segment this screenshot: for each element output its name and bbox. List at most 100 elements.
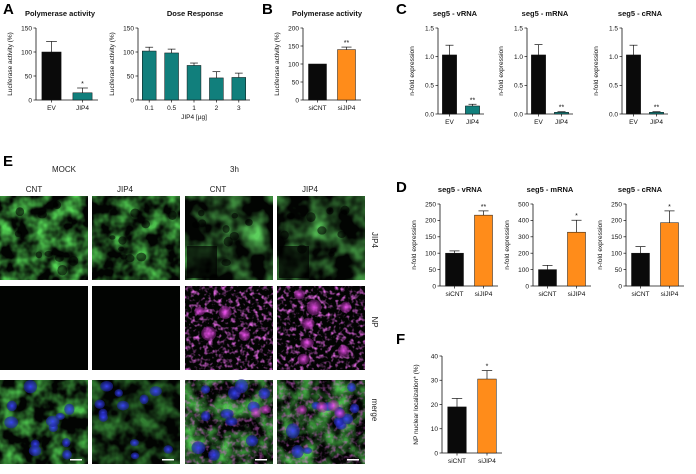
chart-title: Polymerase activity: [25, 9, 96, 18]
cell-blob: [221, 259, 231, 267]
x-tick-label: siCNT: [631, 291, 649, 298]
y-tick-label: 0.5: [609, 83, 618, 90]
y-tick-label: 400: [518, 218, 529, 225]
cell-blob: [259, 405, 272, 414]
panel-letter-a: A: [3, 1, 14, 18]
panel-letter-d: D: [396, 179, 407, 196]
cell-blob: [220, 408, 234, 419]
micrograph-r3-c4: [277, 380, 365, 464]
column-label-4: JIP4: [302, 185, 319, 194]
bar-0-1: [142, 50, 157, 101]
panel-letter-e: E: [3, 153, 13, 170]
cell-blob: [64, 403, 75, 415]
cell-blob: [52, 200, 62, 210]
scale-bar: [162, 459, 174, 461]
y-tick-label: 100: [425, 251, 436, 258]
cell-blob: [194, 306, 206, 316]
bar-sijip4: [477, 378, 497, 454]
chart-a1: Polymerase activity 0 50 100 150 Luciferase a…: [7, 9, 98, 112]
magenta-signal: [185, 286, 273, 370]
cell-blob: [297, 353, 310, 365]
panel-letter-c: C: [396, 1, 407, 18]
cell-blob: [118, 236, 127, 245]
cell-blob: [250, 407, 262, 418]
x-axis-label: JIP4 [µg]: [181, 114, 207, 121]
y-axis-label: NP nuclear localization* (%): [413, 364, 420, 444]
y-tick-label: 0.0: [514, 111, 523, 118]
cell-blob: [218, 305, 232, 320]
cell-blob: [333, 416, 344, 427]
cell-blob: [258, 387, 271, 400]
y-tick-label: 100: [21, 49, 32, 56]
y-axis-label: Luciferase activity (%): [274, 32, 281, 96]
bar-jip4: [72, 92, 93, 101]
cell-blob: [245, 218, 253, 226]
micrograph-r2-c3: [185, 286, 273, 370]
cell-blob: [168, 210, 177, 220]
y-tick-label: 100: [518, 267, 529, 274]
micrograph-r3-c3: [185, 379, 273, 464]
y-tick-label: 0: [618, 283, 622, 290]
cell-blob: [23, 379, 38, 394]
y-tick-label: 100: [123, 49, 134, 56]
chart-b: Polymerase activity 0 50 100 150 200 Luciferas…: [274, 9, 363, 112]
scale-bar: [255, 459, 267, 461]
cell-blob: [45, 415, 60, 427]
y-tick-label: 150: [611, 234, 622, 241]
cell-blob: [130, 439, 139, 447]
cell-blob: [28, 445, 42, 457]
significance-marker: **: [654, 105, 660, 112]
cell-blob: [141, 220, 151, 229]
chart-title: seg5 - cRNA: [618, 185, 663, 194]
column-label-3: CNT: [210, 185, 227, 194]
y-tick-label: 250: [425, 201, 436, 208]
micrograph-r2-c2: [92, 286, 180, 370]
x-tick-label: 0.1: [145, 105, 154, 112]
y-tick-label: 1.5: [514, 25, 523, 32]
cell-blob: [98, 413, 108, 422]
cell-blob: [37, 211, 47, 219]
x-tick-label: JIP4: [650, 119, 663, 126]
chart-title: Dose Response: [167, 9, 223, 18]
cell-blob: [35, 251, 43, 259]
cell-blob: [198, 209, 205, 217]
cell-blob: [130, 208, 141, 218]
significance-marker: **: [481, 204, 487, 211]
cell-blob: [44, 250, 53, 257]
cell-blob: [200, 411, 211, 422]
y-tick-label: 200: [611, 218, 622, 225]
cell-blob: [201, 326, 217, 341]
y-tick-label: 100: [611, 251, 622, 258]
cell-blob: [245, 435, 259, 447]
cell-blob: [15, 207, 25, 217]
x-tick-label: siJIP4: [661, 291, 679, 298]
bar-jip4: [554, 112, 569, 115]
bar-ev: [41, 51, 62, 101]
chart-a2: Dose Response 0 50 100 150 Luciferase activit…: [109, 9, 250, 121]
bar-ev: [626, 54, 641, 115]
bar-sicnt: [538, 269, 557, 287]
cell-blob: [149, 386, 162, 397]
micrograph-r1-c3: [185, 196, 273, 280]
charts-layer: Polymerase activity 0 50 100 150 Luciferase a…: [7, 9, 684, 465]
cell-blob: [139, 394, 149, 405]
bar-ev: [531, 54, 546, 115]
cell-blob: [328, 251, 335, 257]
magenta-background: [0, 286, 88, 370]
y-axis-label: n-fold expression: [593, 46, 600, 96]
y-tick-label: 0: [525, 283, 529, 290]
significance-marker: *: [486, 364, 489, 371]
group-label-mock: MOCK: [52, 165, 77, 174]
bar-sicnt: [308, 63, 327, 101]
y-tick-label: 150: [288, 43, 299, 50]
y-tick-label: 0.5: [425, 83, 434, 90]
micrograph-r1-c4: [277, 196, 365, 280]
cell-blob: [116, 400, 130, 411]
y-tick-label: 0.0: [425, 111, 434, 118]
chart-c1: seg5 - vRNA 0.0 0.5 1.0 1.5 n-fold expression…: [409, 9, 484, 126]
y-tick-label: 50: [615, 267, 623, 274]
y-tick-label: 1.5: [609, 25, 618, 32]
y-tick-label: 300: [518, 234, 529, 241]
chart-title: seg5 - mRNA: [527, 185, 574, 194]
